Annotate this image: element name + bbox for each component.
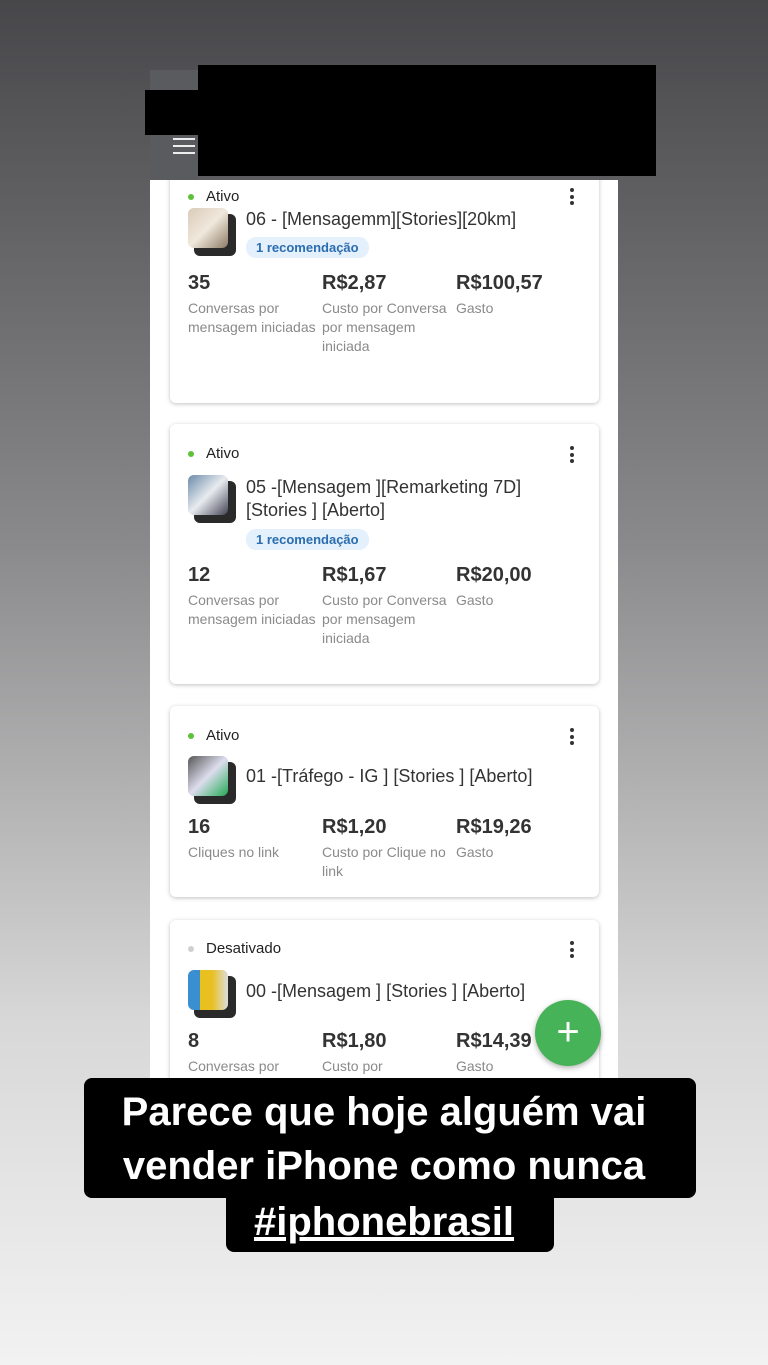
redaction-block: [198, 65, 656, 176]
metric-label: Conversas por mensagem iniciadas: [188, 300, 316, 335]
metric-value: 16: [188, 816, 211, 838]
ad-thumbnail: [188, 970, 236, 1018]
status-dot-icon: [188, 193, 194, 200]
plus-icon: +: [556, 1010, 580, 1054]
campaign-title[interactable]: 01 -[Tráfego - IG ] [Stories ] [Aberto]: [246, 766, 533, 786]
metric: 12 Conversas por mensagem iniciadas: [188, 564, 318, 629]
status-label: Ativo: [206, 445, 240, 462]
metric-value: R$1,67: [322, 564, 387, 586]
more-options-icon[interactable]: [567, 188, 577, 208]
metric: R$1,80 Custo por: [322, 1030, 452, 1076]
menu-icon[interactable]: [173, 138, 195, 154]
metric-value: R$14,39: [456, 1030, 532, 1052]
caption-line: Parece que hoje alguém vai: [121, 1090, 647, 1134]
caption-hashtag[interactable]: #iphonebrasil: [253, 1200, 515, 1244]
metric: R$1,67 Custo por Conversa por mensagem in…: [322, 564, 452, 648]
metric-label: Custo por: [322, 1058, 383, 1074]
metric: 8 Conversas por: [188, 1030, 318, 1076]
metric: R$14,39 Gasto: [456, 1030, 586, 1076]
campaign-card[interactable]: Ativo 06 - [Mensagemm][Stories][20km] 1 …: [170, 180, 599, 403]
add-campaign-button[interactable]: +: [535, 1000, 601, 1066]
metric-label: Custo por Conversa por mensagem iniciada: [322, 592, 447, 646]
metric-value: 35: [188, 272, 211, 294]
campaign-title[interactable]: 06 - [Mensagemm][Stories][20km]: [246, 209, 517, 229]
ad-thumbnail: [188, 756, 236, 804]
campaign-card[interactable]: Desativado 00 -[Mensagem ] [Stories ] [A…: [170, 920, 599, 1078]
campaign-card[interactable]: Ativo 01 -[Tráfego - IG ] [Stories ] [Ab…: [170, 706, 599, 897]
metric-value: R$1,80: [322, 1030, 387, 1052]
metric-label: Gasto: [456, 844, 494, 860]
campaign-title[interactable]: 05 -[Mensagem ][Remarketing 7D] [Stories…: [246, 477, 522, 520]
caption-background: [226, 1190, 554, 1252]
status-label: Ativo: [206, 188, 240, 205]
status-dot-icon: [188, 732, 194, 739]
more-options-icon[interactable]: [567, 446, 577, 466]
metric-label: Custo por Clique no link: [322, 844, 446, 879]
campaign-card[interactable]: Ativo 05 -[Mensagem ][Remarketing 7D] [S…: [170, 424, 599, 684]
metric-label: Conversas por mensagem iniciadas: [188, 592, 316, 627]
metric: R$19,26 Gasto: [456, 816, 586, 862]
metric: R$1,20 Custo por Clique no link: [322, 816, 452, 881]
metric-value: R$19,26: [456, 816, 532, 838]
metric-value: 8: [188, 1030, 200, 1052]
metric: 35 Conversas por mensagem iniciadas: [188, 272, 318, 337]
status-label: Desativado: [206, 940, 282, 957]
metric-label: Gasto: [456, 592, 494, 608]
metric-value: R$20,00: [456, 564, 532, 586]
metric-label: Gasto: [456, 300, 494, 316]
caption-line: vender iPhone como nunca: [122, 1144, 646, 1188]
campaign-title[interactable]: 00 -[Mensagem ] [Stories ] [Aberto]: [246, 981, 526, 1001]
status: Ativo: [188, 188, 239, 205]
recommendation-badge[interactable]: 1 recomendação: [246, 529, 369, 550]
status: Ativo: [188, 727, 239, 744]
metric-label: Gasto: [456, 1058, 494, 1074]
metric-value: R$2,87: [322, 272, 387, 294]
metric-value: R$1,20: [322, 816, 387, 838]
more-options-icon[interactable]: [567, 728, 577, 748]
metric-label: Cliques no link: [188, 844, 280, 860]
metric: R$2,87 Custo por Conversa por mensagem in…: [322, 272, 452, 356]
metric-value: 12: [188, 564, 211, 586]
status-label: Ativo: [206, 727, 240, 744]
redaction-block: [145, 90, 205, 135]
status-dot-icon: [188, 945, 194, 952]
metric-label: Conversas por: [188, 1058, 280, 1074]
ad-thumbnail: [188, 475, 236, 523]
more-options-icon[interactable]: [567, 941, 577, 961]
metric: R$20,00 Gasto: [456, 564, 586, 610]
metric-label: Custo por Conversa por mensagem iniciada: [322, 300, 447, 354]
metric: R$100,57 Gasto: [456, 272, 586, 318]
metric: 16 Cliques no link: [188, 816, 318, 862]
metric-value: R$100,57: [456, 272, 543, 294]
ad-thumbnail: [188, 208, 236, 256]
recommendation-badge[interactable]: 1 recomendação: [246, 237, 369, 258]
status: Ativo: [188, 445, 239, 462]
caption-background: [84, 1078, 696, 1198]
status: Desativado: [188, 940, 281, 957]
campaign-list: Ativo 06 - [Mensagemm][Stories][20km] 1 …: [150, 180, 618, 1078]
status-dot-icon: [188, 450, 194, 457]
